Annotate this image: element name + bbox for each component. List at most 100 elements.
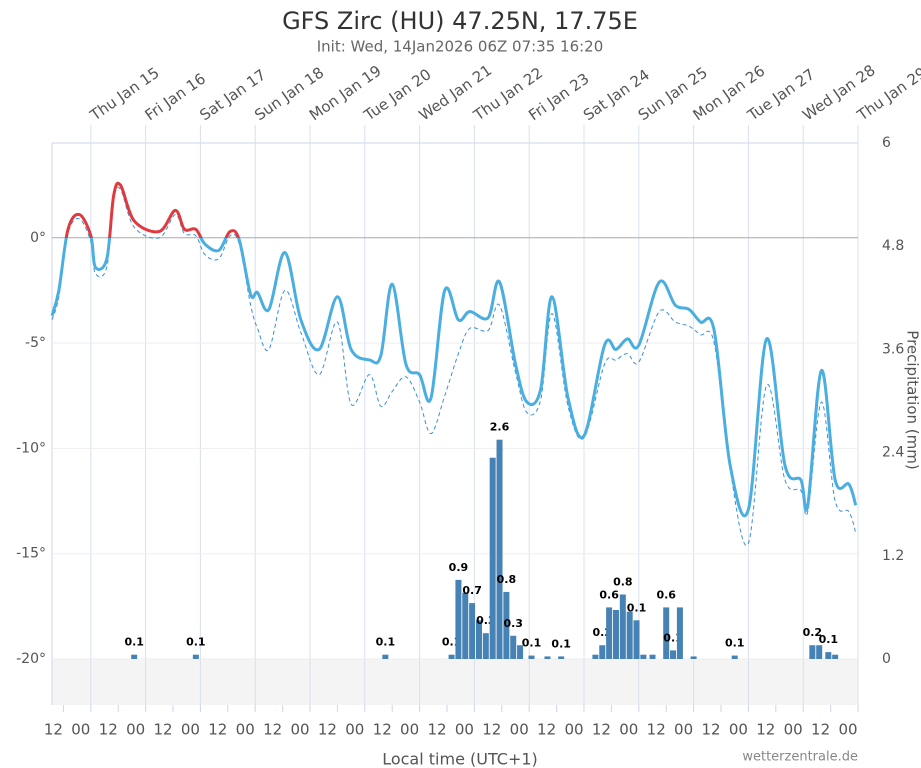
data-label: 0.8 (613, 576, 633, 589)
y2-tick-label: 6 (882, 135, 891, 151)
wind-strip (52, 659, 858, 705)
y2-tick-label: 2.4 (882, 445, 904, 461)
x-tick-label: 00 (619, 721, 638, 739)
data-label: 0.1 (551, 637, 571, 650)
x-tick-label: 00 (838, 721, 857, 739)
precip-bar (619, 594, 626, 659)
precip-bar (690, 656, 697, 659)
temperature-line (50, 181, 858, 518)
y-tick-label: -10° (16, 440, 46, 456)
x-tick-label: 12 (482, 721, 501, 739)
y2-axis-label: Precipitation (mm) (904, 330, 921, 469)
precip-bar (510, 635, 517, 659)
y2-tick-label: 0 (882, 651, 891, 667)
x-tick-label: 12 (263, 721, 282, 739)
data-label: 0.7 (462, 584, 482, 597)
precip-bar (455, 579, 462, 659)
x-tick-label: 12 (99, 721, 118, 739)
data-label: 0.2 (803, 626, 823, 639)
precip-bar (489, 457, 496, 659)
y2-tick-label: 4.8 (882, 238, 904, 254)
precip-bar (612, 609, 619, 659)
x-tick-label: 12 (756, 721, 775, 739)
precip-bar (825, 652, 832, 659)
data-label: 0.1 (124, 636, 144, 649)
x-tick-label: 00 (181, 721, 200, 739)
x-tick-label: 12 (373, 721, 392, 739)
x-tick-label: 12 (153, 721, 172, 739)
precip-bar (832, 654, 839, 659)
precip-bar (640, 654, 647, 659)
data-label: 0.1 (725, 637, 745, 650)
data-label: 0.6 (656, 588, 676, 601)
precip-bar (626, 611, 633, 659)
precip-bar (517, 645, 524, 659)
precip-bar (496, 439, 503, 659)
data-label: 0.1 (376, 636, 396, 649)
y-tick-label: -20° (16, 651, 46, 667)
precip-bar (558, 656, 565, 659)
data-label: 0.1 (522, 637, 542, 650)
precip-bar (462, 592, 469, 659)
data-label: 0.1 (627, 601, 647, 614)
x-tick-label: 12 (592, 721, 611, 739)
x-tick-label: 00 (455, 721, 474, 739)
precip-bar (544, 656, 551, 659)
precip-bar (592, 654, 599, 659)
chart-title: GFS Zirc (HU) 47.25N, 17.75E (282, 7, 638, 35)
y2-tick-label: 3.6 (882, 341, 904, 357)
precip-bar (382, 654, 389, 659)
x-tick-label: 12 (208, 721, 227, 739)
precip-bar (663, 607, 670, 659)
x-tick-label: 00 (784, 721, 803, 739)
precip-bar (482, 633, 489, 659)
precip-bar (448, 654, 455, 659)
credit: wetterzentrale.de (742, 750, 858, 765)
y-tick-label: 0° (30, 230, 46, 246)
x-tick-label: 12 (427, 721, 446, 739)
data-label: 0.6 (599, 588, 619, 601)
y2-tick-label: 1.2 (882, 548, 904, 564)
x-tick-label: 00 (236, 721, 255, 739)
precip-bar (731, 655, 738, 659)
x-tick-label: 00 (126, 721, 145, 739)
precip-bar (809, 645, 816, 659)
x-tick-label: 00 (345, 721, 364, 739)
data-label: 0.8 (497, 573, 517, 586)
precip-bar (676, 607, 683, 659)
precip-bar (528, 655, 535, 659)
x-tick-label: 00 (400, 721, 419, 739)
precip-bar (633, 620, 640, 659)
precip-bar (670, 650, 677, 659)
data-label: 0.3 (503, 617, 523, 630)
data-label: 0.1 (186, 636, 206, 649)
data-label: 0.9 (449, 561, 469, 574)
data-label: 0.1 (819, 633, 839, 646)
x-tick-label: 00 (510, 721, 529, 739)
x-tick-label: 00 (729, 721, 748, 739)
x-tick-label: 12 (318, 721, 337, 739)
precip-bar (192, 654, 199, 659)
x-axis-label: Local time (UTC+1) (382, 750, 538, 768)
y-tick-label: -5° (25, 335, 46, 351)
y-tick-label: -15° (16, 546, 46, 562)
precip-bar (131, 654, 138, 659)
precip-bar (469, 603, 476, 659)
precip-bar (606, 607, 613, 659)
data-label: 2.6 (490, 421, 510, 434)
x-tick-label: 12 (811, 721, 830, 739)
x-tick-label: 00 (71, 721, 90, 739)
precip-bar (475, 620, 482, 659)
precip-bar (599, 645, 606, 659)
x-tick-label: 00 (290, 721, 309, 739)
chart-subtitle: Init: Wed, 14Jan2026 06Z 07:35 16:20 (317, 38, 604, 56)
x-tick-label: 00 (564, 721, 583, 739)
x-tick-label: 12 (537, 721, 556, 739)
precip-bar (649, 654, 656, 659)
x-tick-label: 12 (647, 721, 666, 739)
x-tick-label: 12 (701, 721, 720, 739)
x-tick-label: 00 (674, 721, 693, 739)
precip-bar (816, 645, 823, 659)
